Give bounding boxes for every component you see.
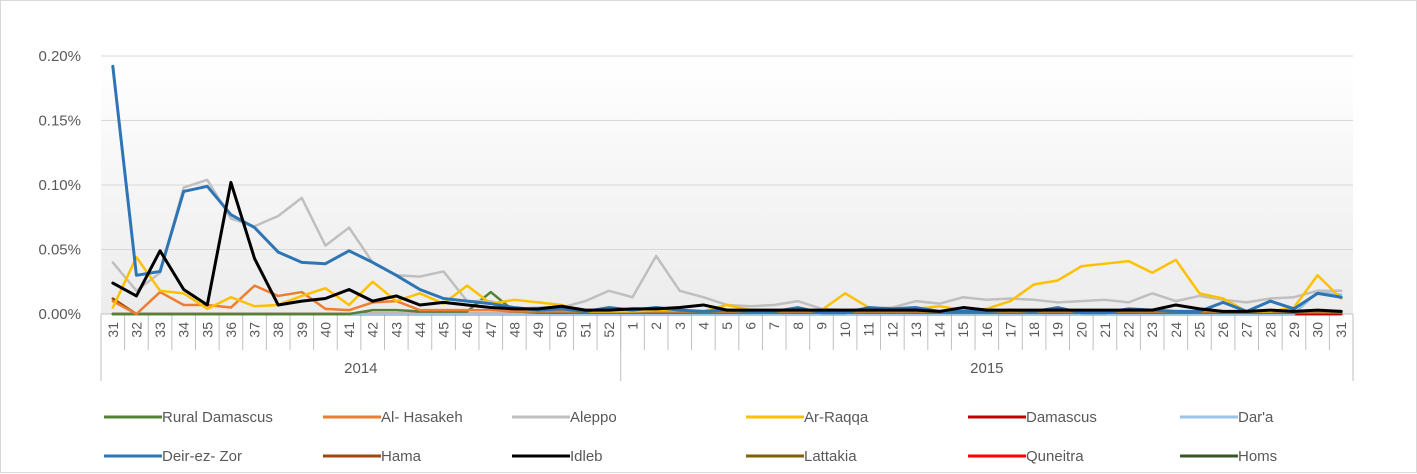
x-tick-label: 24 — [1168, 322, 1184, 338]
legend-label: Aleppo — [570, 409, 617, 426]
x-tick-label: 39 — [294, 322, 310, 338]
y-tick-label: 0.20% — [38, 48, 81, 65]
legend-label: Homs — [1238, 448, 1277, 465]
x-tick-label: 31 — [1333, 322, 1349, 338]
x-tick-label: 30 — [1310, 322, 1326, 338]
y-tick-label: 0.00% — [38, 306, 81, 323]
x-tick-label: 9 — [813, 322, 829, 330]
x-tick-label: 41 — [341, 322, 357, 338]
legend-label: Lattakia — [804, 448, 857, 465]
x-tick-label: 38 — [270, 322, 286, 338]
x-tick-label: 31 — [105, 322, 121, 338]
x-tick-label: 6 — [743, 322, 759, 330]
series-lines — [111, 64, 1343, 316]
y-tick-label: 0.05% — [38, 242, 81, 259]
x-tick-label: 36 — [223, 322, 239, 338]
x-tick-label: 14 — [932, 322, 948, 338]
x-axis: 31 32 33 34 35 36 37 38 39 40 41 42 43 44 45 46 47 48 49 50… — [100, 313, 1354, 381]
y-tick-label: 0.15% — [38, 113, 81, 130]
legend: Rural Damascus Al- Hasakeh Aleppo Ar-Raqqa D… — [104, 409, 1277, 465]
x-tick-label: 44 — [412, 322, 428, 338]
y-tick-label: 0.10% — [38, 177, 81, 194]
x-tick-label: 34 — [176, 322, 192, 338]
x-tick-label: 25 — [1191, 322, 1207, 338]
x-tick-label: 19 — [1050, 322, 1066, 338]
x-tick-label: 11 — [861, 322, 877, 337]
x-tick-label: 45 — [436, 322, 452, 338]
x-tick-label: 1 — [625, 322, 641, 330]
x-tick-label: 4 — [695, 322, 711, 330]
x-tick-label: 46 — [459, 322, 475, 338]
x-tick-label: 22 — [1121, 322, 1137, 338]
x-tick-label: 12 — [884, 322, 900, 338]
x-tick-label: 28 — [1262, 322, 1278, 338]
series-line-rural-damascus — [111, 290, 1343, 316]
year-label: 2014 — [344, 360, 377, 377]
x-tick-label: 50 — [554, 322, 570, 338]
x-tick-label: 17 — [1002, 322, 1018, 338]
y-axis-ticks: 0.00% 0.05% 0.10% 0.15% 0.20% — [38, 48, 81, 323]
x-tick-label: 47 — [483, 322, 499, 338]
x-tick-label: 20 — [1073, 322, 1089, 338]
x-tick-label: 10 — [837, 322, 853, 338]
legend-label: Hama — [381, 448, 422, 465]
series-line-idleb — [111, 180, 1343, 313]
legend-label: Damascus — [1026, 409, 1097, 426]
x-tick-label: 29 — [1286, 322, 1302, 338]
x-tick-label: 32 — [128, 322, 144, 338]
x-tick-label: 42 — [365, 322, 381, 338]
legend-label: Deir-ez- Zor — [162, 448, 242, 465]
x-tick-label: 40 — [317, 322, 333, 338]
x-tick-label: 27 — [1239, 322, 1255, 338]
x-tick-label: 43 — [388, 322, 404, 338]
x-tick-label: 3 — [672, 322, 688, 330]
legend-label: Quneitra — [1026, 448, 1084, 465]
x-tick-label: 48 — [506, 322, 522, 338]
x-tick-label: 52 — [601, 322, 617, 338]
x-tick-label: 35 — [199, 322, 215, 338]
x-tick-label: 37 — [247, 322, 263, 338]
legend-label: Dar'a — [1238, 409, 1274, 426]
grid-lines — [101, 55, 1353, 250]
series-line-ar-raqqa — [111, 255, 1343, 313]
x-tick-label: 51 — [577, 322, 593, 338]
x-tick-label: 18 — [1026, 322, 1042, 338]
year-label: 2015 — [970, 360, 1003, 377]
x-tick-label: 7 — [766, 322, 782, 330]
x-tick-label: 2 — [648, 322, 664, 330]
legend-label: Al- Hasakeh — [381, 409, 463, 426]
x-tick-label: 49 — [530, 322, 546, 338]
x-tick-label: 16 — [979, 322, 995, 338]
legend-label: Ar-Raqqa — [804, 409, 869, 426]
legend-label: Idleb — [570, 448, 603, 465]
x-tick-label: 23 — [1144, 322, 1160, 338]
x-tick-label: 8 — [790, 322, 806, 330]
x-tick-label: 33 — [152, 322, 168, 338]
x-tick-label: 15 — [955, 322, 971, 338]
x-tick-label: 5 — [719, 322, 735, 330]
x-tick-label: 26 — [1215, 322, 1231, 338]
legend-label: Rural Damascus — [162, 409, 273, 426]
x-tick-label: 21 — [1097, 322, 1113, 338]
x-tick-label: 13 — [908, 322, 924, 338]
